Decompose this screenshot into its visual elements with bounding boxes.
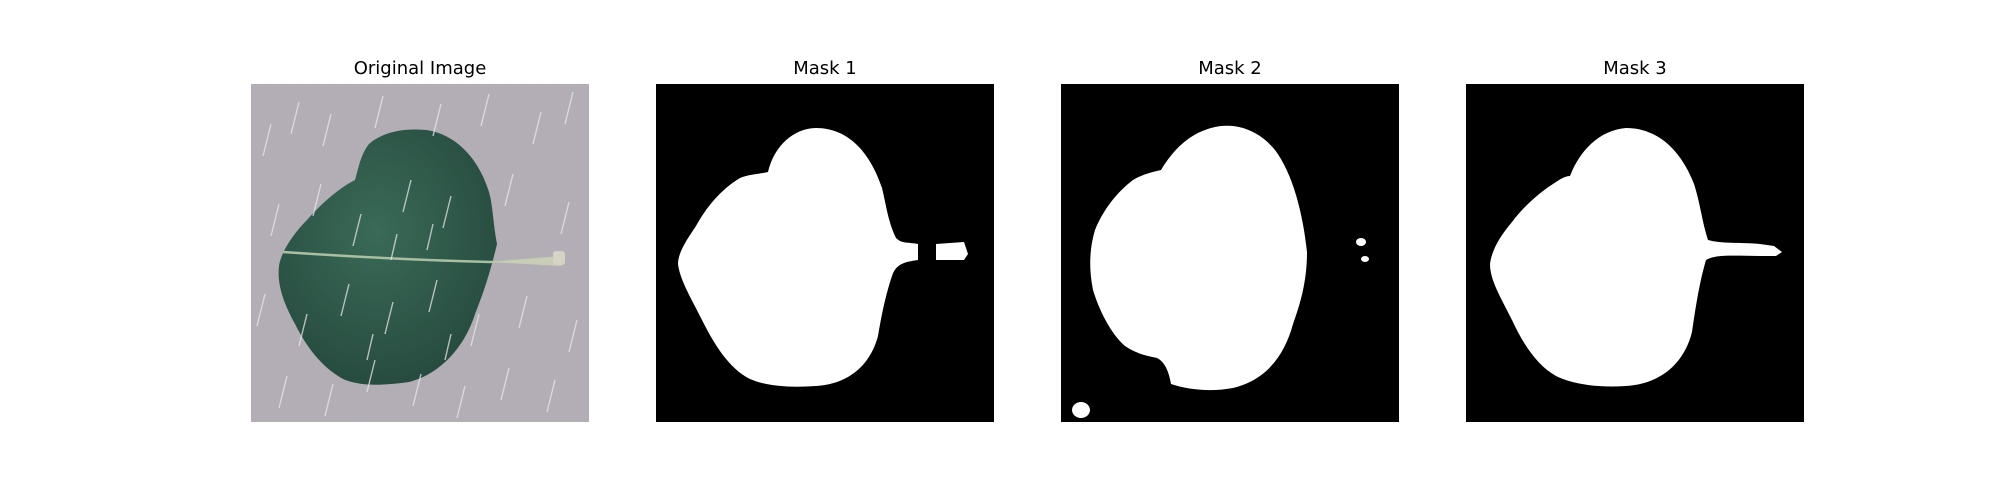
mask-leaf-region <box>1490 128 1782 387</box>
mask-speck <box>1072 402 1090 418</box>
panel-mask-2: Mask 2 <box>1061 0 1399 500</box>
mask-2-image <box>1061 84 1399 422</box>
mask-1-image <box>656 84 994 422</box>
mask-leaf-region <box>678 128 918 387</box>
original-leaf-image <box>251 84 589 422</box>
leaf-midrib <box>282 250 562 264</box>
rain-streaks <box>256 91 578 419</box>
panel-title: Mask 2 <box>1198 58 1262 79</box>
panel-mask-1: Mask 1 <box>656 0 994 500</box>
panel-original-image: Original Image <box>251 0 589 500</box>
leaf-stem <box>489 256 563 266</box>
panel-mask-3: Mask 3 <box>1466 0 1804 500</box>
panel-title: Original Image <box>353 58 487 79</box>
mask-leaf-region <box>1090 125 1307 391</box>
mask-speck <box>1356 238 1366 246</box>
panel-title: Mask 3 <box>1603 58 1667 79</box>
mask-stem-blob <box>936 242 968 260</box>
mask-speck <box>1361 256 1369 262</box>
panel-title: Mask 1 <box>793 58 857 79</box>
stem-tip <box>553 251 565 265</box>
mask-3-image <box>1466 84 1804 422</box>
